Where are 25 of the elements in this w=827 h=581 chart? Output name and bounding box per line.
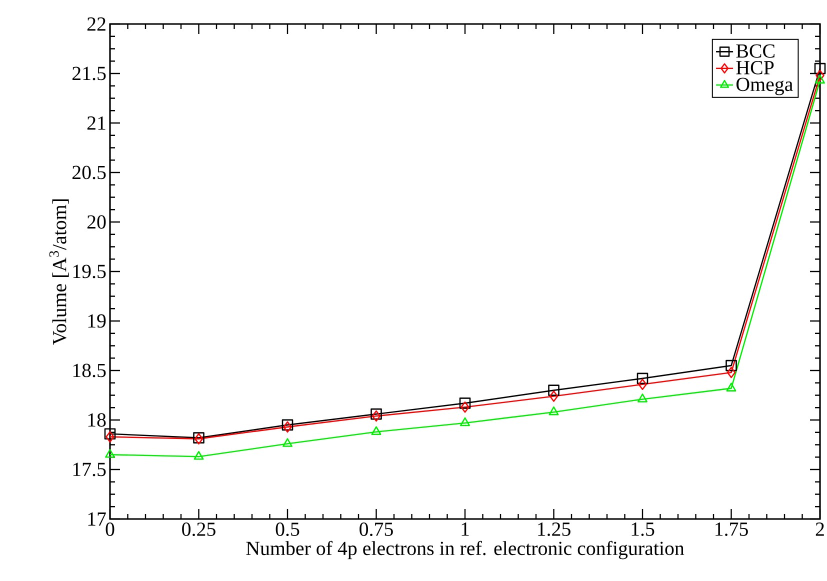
y-tick-label: 22 bbox=[87, 17, 106, 31]
y-tick-label: 20.5 bbox=[72, 166, 106, 180]
x-tick-label: 0.5 bbox=[276, 522, 300, 536]
x-tick-label: 2 bbox=[816, 522, 824, 536]
x-tick-label: 0 bbox=[106, 522, 114, 536]
legend-label: Omega bbox=[736, 78, 793, 96]
legend-label: HCP bbox=[736, 61, 774, 74]
y-tick-label: 18.5 bbox=[73, 364, 106, 378]
y-axis-title: Volume [A$^{3}$/atom] bbox=[49, 199, 69, 345]
x-tick-label: 1.5 bbox=[632, 522, 654, 536]
legend-label: BCC bbox=[736, 44, 774, 58]
y-tick-label: 21.5 bbox=[72, 66, 106, 80]
y-tick-label: 20 bbox=[87, 215, 106, 229]
y-tick-label: 17 bbox=[88, 512, 106, 526]
x-tick-label: 1.25 bbox=[538, 522, 570, 536]
y-tick-label: 17.5 bbox=[73, 462, 106, 476]
x-axis-title: Number of 4p electrons in ref. electronic configuration bbox=[246, 540, 684, 560]
y-tick-label: 18 bbox=[88, 413, 106, 427]
x-tick-label: 0.25 bbox=[182, 522, 216, 536]
y-tick-label: 19 bbox=[88, 314, 106, 328]
x-tick-label: 1 bbox=[462, 522, 469, 536]
x-tick-label: 0.75 bbox=[360, 522, 393, 536]
y-tick-label: 21 bbox=[87, 116, 106, 130]
x-tick-label: 1.75 bbox=[716, 522, 748, 536]
y-tick-label: 19.5 bbox=[73, 264, 106, 278]
